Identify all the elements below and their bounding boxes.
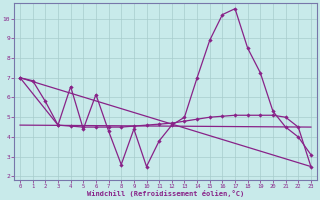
X-axis label: Windchill (Refroidissement éolien,°C): Windchill (Refroidissement éolien,°C) <box>87 190 244 197</box>
